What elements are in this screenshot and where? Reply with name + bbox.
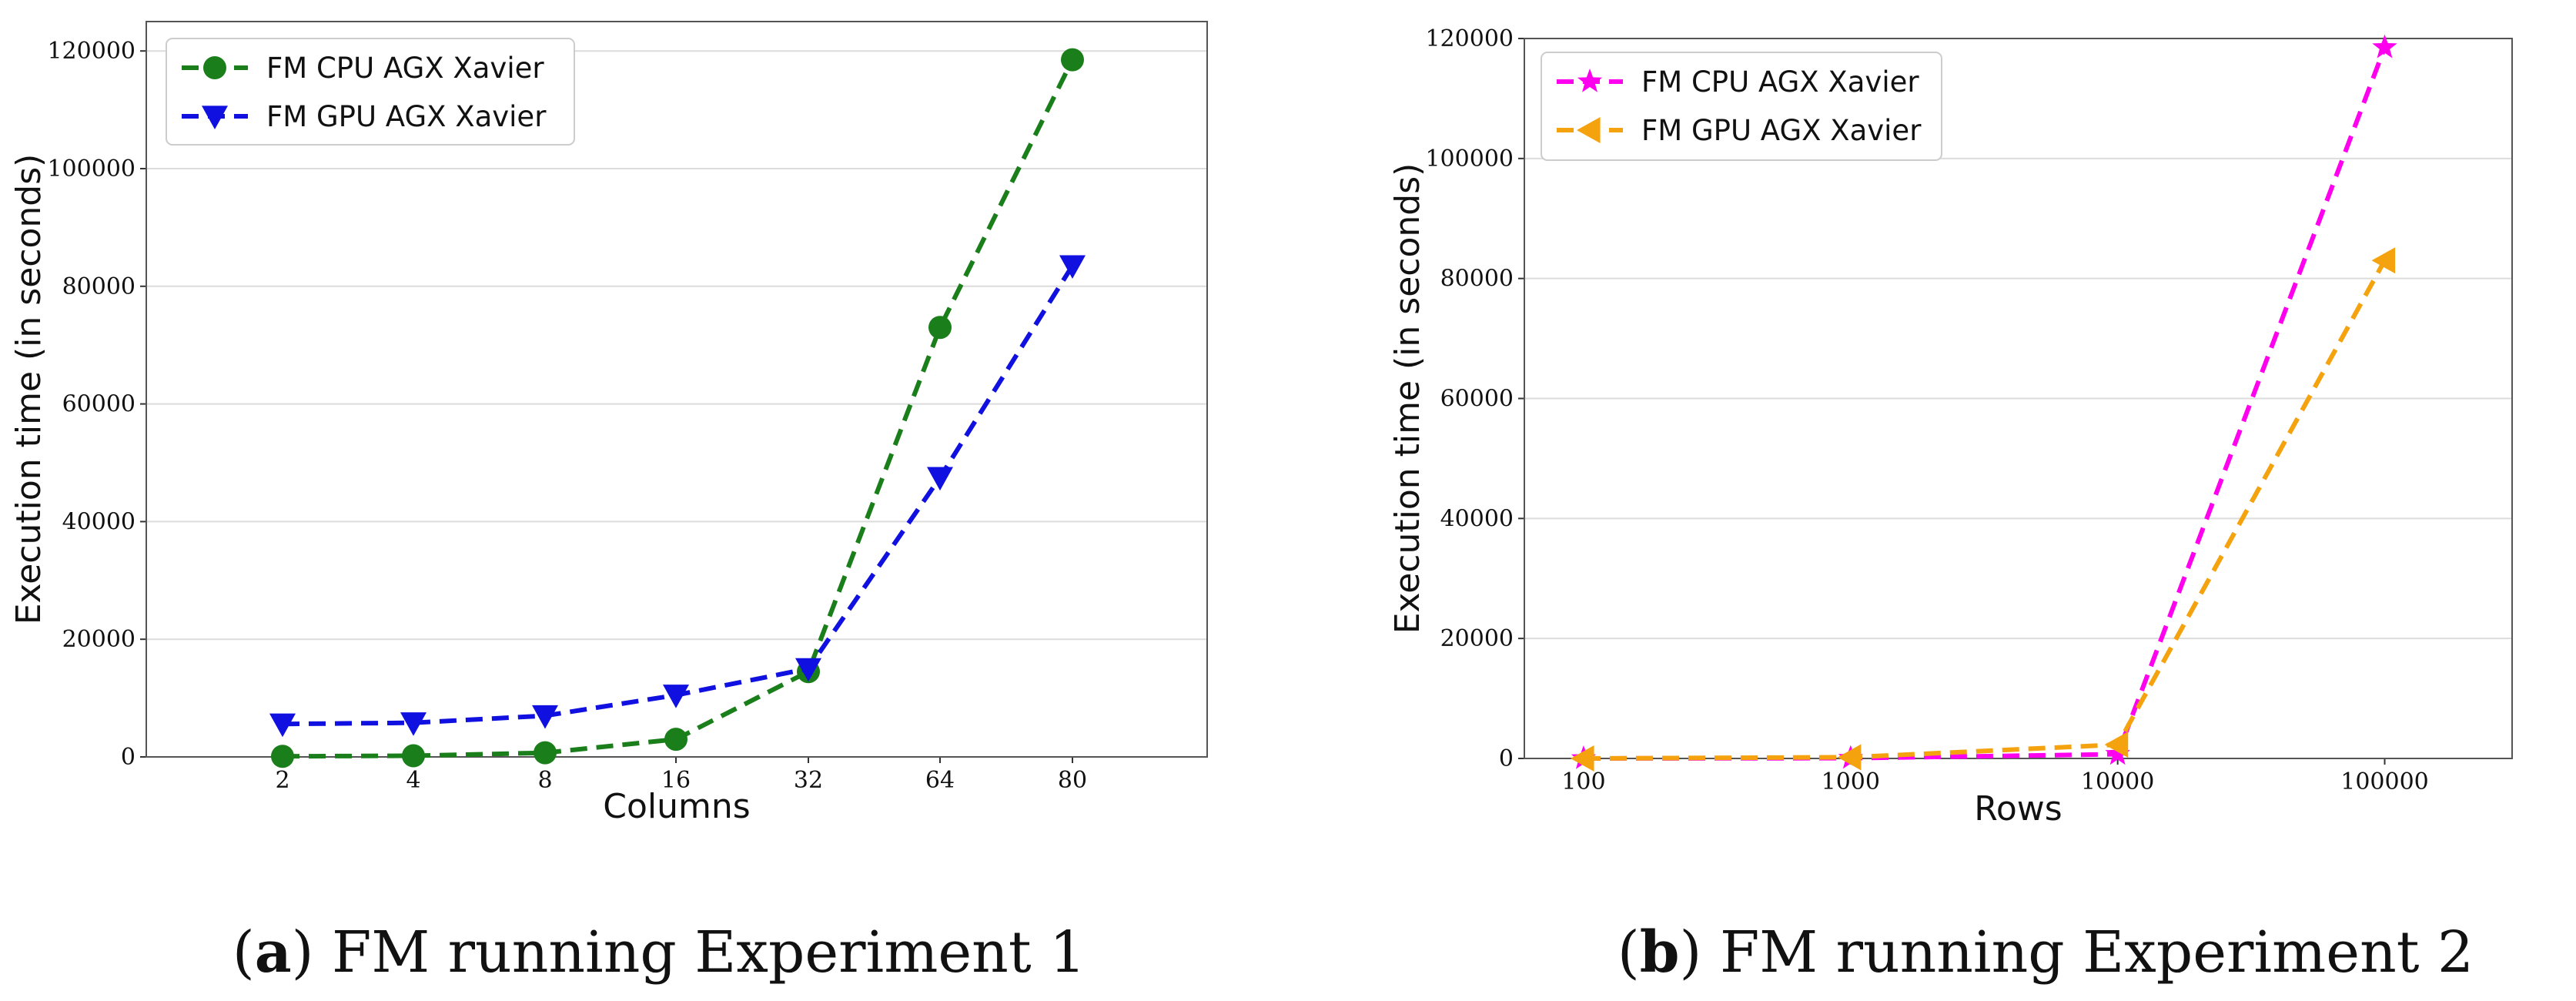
y-tick-label: 80000 [62, 273, 135, 300]
x-axis-label: Rows [1974, 789, 2062, 829]
data-point [1059, 255, 1086, 280]
data-point [1570, 745, 1594, 772]
y-tick-label: 60000 [1440, 386, 1514, 413]
caption-label: a [255, 919, 292, 986]
caption-text: FM running Experiment 1 [332, 919, 1086, 986]
y-tick-label: 40000 [62, 508, 135, 535]
data-point [2372, 34, 2397, 59]
data-point [795, 658, 821, 682]
legend-label: FM CPU AGX Xavier [266, 52, 544, 85]
legend-label: FM CPU AGX Xavier [1641, 65, 1919, 99]
y-tick-label: 0 [121, 744, 135, 771]
caption: (b) FM running Experiment 2 [1618, 919, 2474, 986]
legend-box [166, 38, 575, 146]
y-tick-label: 20000 [62, 626, 135, 653]
x-tick-label: 4 [406, 767, 420, 794]
caption-paren: ) [1680, 919, 1720, 986]
x-tick-label: 64 [925, 767, 955, 794]
chart-1: 0 20000 40000 60000 80000 100000 120000 2 4 8 16 32… [9, 21, 1208, 986]
data-point [2371, 247, 2396, 274]
chart-2: 0 20000 40000 60000 80000 100000 120000 100 1000… [1388, 25, 2513, 986]
x-tick-label: 100 [1561, 768, 1605, 795]
plot-frame [146, 21, 1208, 758]
data-point [269, 713, 296, 738]
data-point [271, 745, 294, 768]
legend-marker [1577, 69, 1603, 92]
legend-marker [203, 56, 226, 79]
caption-label: b [1640, 919, 1680, 986]
x-tick-label: 80 [1058, 767, 1087, 794]
data-point [663, 685, 689, 708]
y-tick-label: 20000 [1440, 625, 1514, 652]
y-axis-label: Execution time (in seconds) [1388, 163, 1427, 634]
caption-paren: ( [1618, 919, 1640, 986]
legend-label: FM GPU AGX Xavier [266, 100, 547, 133]
series-line-1 [282, 59, 1075, 759]
data-point [400, 712, 427, 736]
y-tick-label: 60000 [62, 391, 135, 418]
x-axis-label: Columns [603, 787, 750, 826]
data-point [1061, 48, 1084, 72]
legend-label: FM GPU AGX Xavier [1641, 114, 1922, 147]
y-tick-label: 100000 [47, 156, 135, 182]
data-point [534, 741, 557, 765]
legend: FM CPU AGX Xavier FM GPU AGX Xavier [1541, 52, 1942, 161]
x-tick-label: 32 [794, 767, 823, 794]
y-tick-label: 120000 [47, 38, 135, 65]
data-point [2105, 741, 2130, 765]
caption-paren: ( [233, 919, 255, 986]
data-point [927, 467, 953, 491]
data-point [402, 744, 425, 768]
legend: FM CPU AGX Xavier FM GPU AGX Xavier [166, 38, 575, 146]
x-tick-label: 16 [661, 767, 691, 794]
legend-marker [1577, 117, 1601, 143]
data-point [532, 705, 558, 729]
data-point [664, 728, 687, 752]
y-tick-label: 120000 [1425, 25, 1514, 52]
plot-frame [1524, 38, 2513, 759]
x-tick-label: 10000 [2081, 768, 2154, 795]
y-axis-label: Execution time (in seconds) [9, 154, 49, 625]
x-tick-label: 100000 [2340, 768, 2429, 795]
legend-marker [202, 105, 228, 129]
x-tick-label: 2 [275, 767, 289, 794]
series-line-2 [1583, 259, 2387, 761]
caption: (a) FM running Experiment 1 [233, 919, 1086, 986]
y-tick-label: 100000 [1425, 146, 1514, 172]
series-line-2 [282, 264, 1075, 727]
y-tick-label: 0 [1499, 745, 1514, 772]
data-point [1837, 744, 1862, 771]
x-tick-label: 8 [537, 767, 552, 794]
data-point [928, 316, 952, 340]
caption-text: FM running Experiment 2 [1720, 919, 2474, 986]
y-tick-label: 80000 [1440, 266, 1514, 293]
x-tick-label: 1000 [1822, 768, 1880, 795]
y-tick-label: 40000 [1440, 505, 1514, 532]
data-point [2104, 732, 2129, 758]
legend-box [1541, 52, 1942, 161]
caption-paren: ) [292, 919, 332, 986]
